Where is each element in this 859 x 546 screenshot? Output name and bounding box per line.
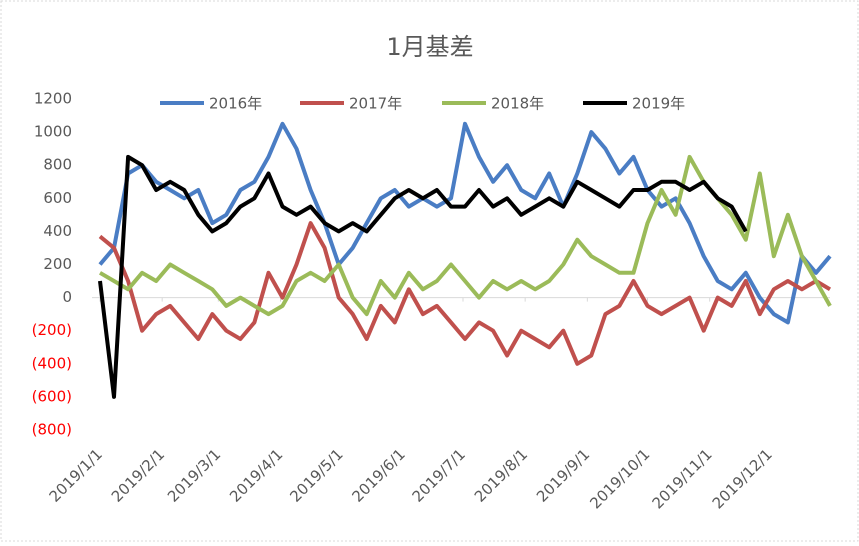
series-line bbox=[98, 221, 832, 366]
legend-label: 2016年 bbox=[209, 95, 262, 113]
y-tick-label: 600 bbox=[43, 189, 72, 207]
y-tick-label: (600) bbox=[32, 387, 72, 405]
chart-title: 1月基差 bbox=[386, 33, 473, 61]
y-tick-label: (400) bbox=[32, 354, 72, 372]
y-tick-label: (200) bbox=[32, 321, 72, 339]
legend-label: 2018年 bbox=[491, 95, 544, 113]
legend-label: 2019年 bbox=[632, 95, 685, 113]
y-tick-label: 0 bbox=[62, 288, 72, 306]
series-line bbox=[98, 154, 748, 399]
series-line bbox=[98, 121, 832, 325]
y-tick-label: 1000 bbox=[34, 123, 72, 141]
y-tick-label: 1200 bbox=[34, 90, 72, 108]
y-tick-label: 200 bbox=[43, 255, 72, 273]
y-tick-label: 400 bbox=[43, 222, 72, 240]
y-tick-label: (800) bbox=[32, 421, 72, 439]
legend-label: 2017年 bbox=[349, 95, 402, 113]
y-tick-label: 800 bbox=[43, 156, 72, 174]
